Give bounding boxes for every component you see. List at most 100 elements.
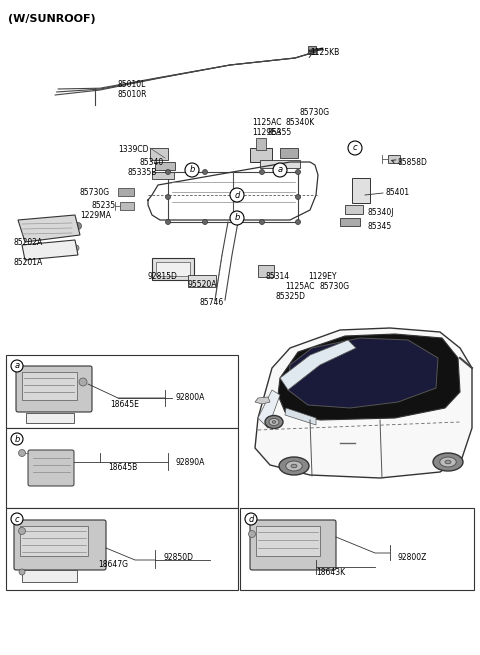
Ellipse shape <box>433 453 463 471</box>
Polygon shape <box>280 340 356 390</box>
Text: 1229MA: 1229MA <box>80 211 111 220</box>
FancyBboxPatch shape <box>14 520 106 570</box>
Text: 1339CD: 1339CD <box>118 145 148 154</box>
FancyBboxPatch shape <box>16 366 92 412</box>
Text: 85401: 85401 <box>385 188 409 197</box>
Circle shape <box>203 219 207 225</box>
Ellipse shape <box>269 419 279 426</box>
Text: d: d <box>234 191 240 200</box>
Text: 1125AC: 1125AC <box>285 282 314 291</box>
Bar <box>260 160 300 168</box>
Bar <box>118 188 134 196</box>
Bar <box>280 148 298 158</box>
Bar <box>152 258 194 280</box>
Bar <box>155 162 175 170</box>
Text: 92815D: 92815D <box>148 272 178 281</box>
Circle shape <box>166 219 170 225</box>
Text: 85010R: 85010R <box>118 90 147 99</box>
Circle shape <box>230 211 244 225</box>
Ellipse shape <box>291 464 297 468</box>
Bar <box>152 172 174 179</box>
Bar <box>20 526 88 556</box>
Polygon shape <box>285 408 316 425</box>
Ellipse shape <box>265 415 283 428</box>
Circle shape <box>296 219 300 225</box>
Text: 18643K: 18643K <box>316 568 345 577</box>
Text: 92800A: 92800A <box>175 393 204 402</box>
Circle shape <box>260 170 264 174</box>
Circle shape <box>73 245 79 251</box>
Text: 85730G: 85730G <box>80 188 110 197</box>
Text: 85730G: 85730G <box>320 282 350 291</box>
Circle shape <box>166 195 170 200</box>
Bar <box>6 428 238 508</box>
Text: 92890A: 92890A <box>175 458 204 467</box>
Polygon shape <box>255 328 472 478</box>
Text: c: c <box>353 143 357 153</box>
Polygon shape <box>18 215 80 242</box>
Bar <box>22 372 77 400</box>
Bar <box>188 275 216 287</box>
Circle shape <box>245 513 257 525</box>
Bar <box>256 526 320 556</box>
Bar <box>168 172 298 222</box>
Text: 92850D: 92850D <box>163 553 193 562</box>
Polygon shape <box>255 397 270 404</box>
Circle shape <box>74 223 82 229</box>
Ellipse shape <box>440 457 456 467</box>
Circle shape <box>11 360 23 372</box>
Text: b: b <box>189 166 195 174</box>
Polygon shape <box>258 390 280 428</box>
Bar <box>256 138 266 150</box>
Text: 85325D: 85325D <box>275 292 305 301</box>
Bar <box>352 178 370 203</box>
Circle shape <box>230 188 244 202</box>
Ellipse shape <box>445 460 451 464</box>
Text: 95520A: 95520A <box>188 280 217 289</box>
Bar <box>250 148 272 162</box>
Polygon shape <box>22 240 78 260</box>
Bar <box>308 46 316 54</box>
Text: a: a <box>277 166 283 174</box>
Circle shape <box>11 513 23 525</box>
Text: d: d <box>248 514 254 523</box>
Text: 18645E: 18645E <box>110 400 139 409</box>
Text: 85010L: 85010L <box>118 80 146 89</box>
Circle shape <box>203 170 207 174</box>
Text: 85314: 85314 <box>265 272 289 281</box>
Circle shape <box>273 163 287 177</box>
Text: 85355: 85355 <box>268 128 292 137</box>
Bar <box>345 205 363 214</box>
Circle shape <box>11 433 23 445</box>
Text: 85335B: 85335B <box>128 168 157 177</box>
Bar <box>258 265 274 277</box>
Text: 1125AC: 1125AC <box>252 118 281 127</box>
Polygon shape <box>288 338 438 408</box>
Polygon shape <box>278 334 460 420</box>
Circle shape <box>19 527 25 534</box>
Circle shape <box>19 449 25 457</box>
Text: 1129EY: 1129EY <box>308 272 336 281</box>
Bar <box>26 413 74 423</box>
FancyBboxPatch shape <box>28 450 74 486</box>
Text: (W/SUNROOF): (W/SUNROOF) <box>8 14 96 24</box>
Circle shape <box>260 219 264 225</box>
Circle shape <box>348 141 362 155</box>
Bar <box>22 570 77 582</box>
Circle shape <box>296 195 300 200</box>
Text: 1129EA: 1129EA <box>252 128 281 137</box>
Circle shape <box>296 170 300 174</box>
Text: b: b <box>14 434 20 443</box>
Text: 1125KB: 1125KB <box>310 48 339 57</box>
Text: 18647G: 18647G <box>98 560 128 569</box>
Text: 85340: 85340 <box>140 158 164 167</box>
Circle shape <box>166 170 170 174</box>
Ellipse shape <box>286 461 302 471</box>
Bar <box>240 508 474 590</box>
Bar <box>156 262 190 276</box>
Text: 85730G: 85730G <box>300 108 330 117</box>
Text: 85858D: 85858D <box>398 158 428 167</box>
Circle shape <box>185 163 199 177</box>
Text: a: a <box>14 362 20 371</box>
Text: 92800Z: 92800Z <box>398 553 427 562</box>
